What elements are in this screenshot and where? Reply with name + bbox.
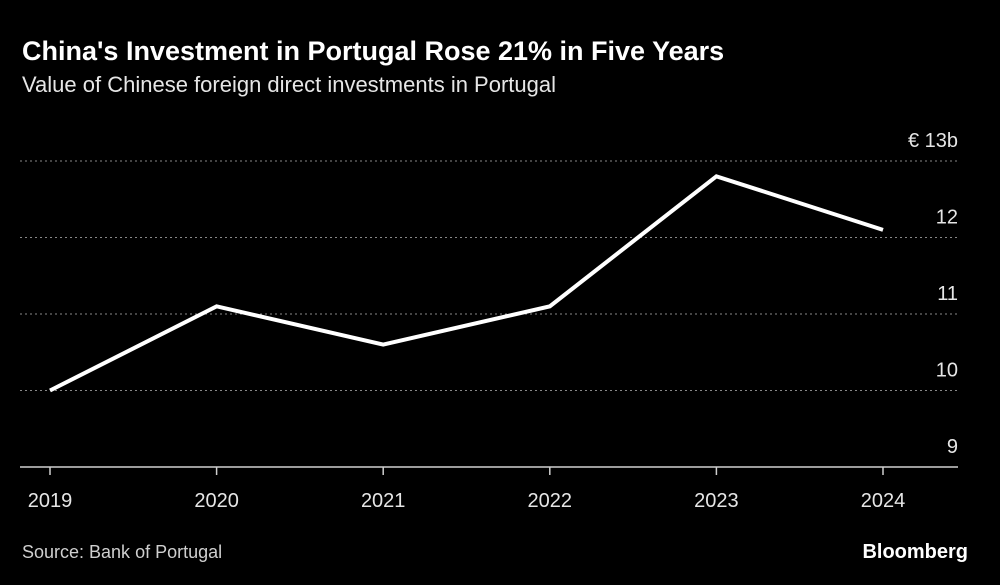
chart-subtitle: Value of Chinese foreign direct investme…: [22, 72, 556, 97]
data-line: [49, 174, 884, 393]
brand: Bloomberg: [862, 541, 968, 563]
x-tick-label: 2020: [194, 490, 239, 512]
x-tick-label: 2021: [361, 490, 406, 512]
source: Source: Bank of Portugal: [22, 542, 222, 562]
x-tick-label: 2019: [28, 490, 73, 512]
x-tick-label: 2022: [528, 490, 573, 512]
y-tick-label: 11: [937, 283, 958, 305]
y-tick-label: 12: [936, 207, 958, 229]
y-tick-label: 10: [936, 360, 958, 382]
x-tick-label: 2023: [694, 490, 739, 512]
x-tick-label: 2024: [861, 490, 906, 512]
y-tick-label: € 13b: [908, 130, 958, 152]
chart-title: China's Investment in Portugal Rose 21% …: [22, 36, 724, 66]
y-tick-label: 9: [947, 436, 958, 458]
